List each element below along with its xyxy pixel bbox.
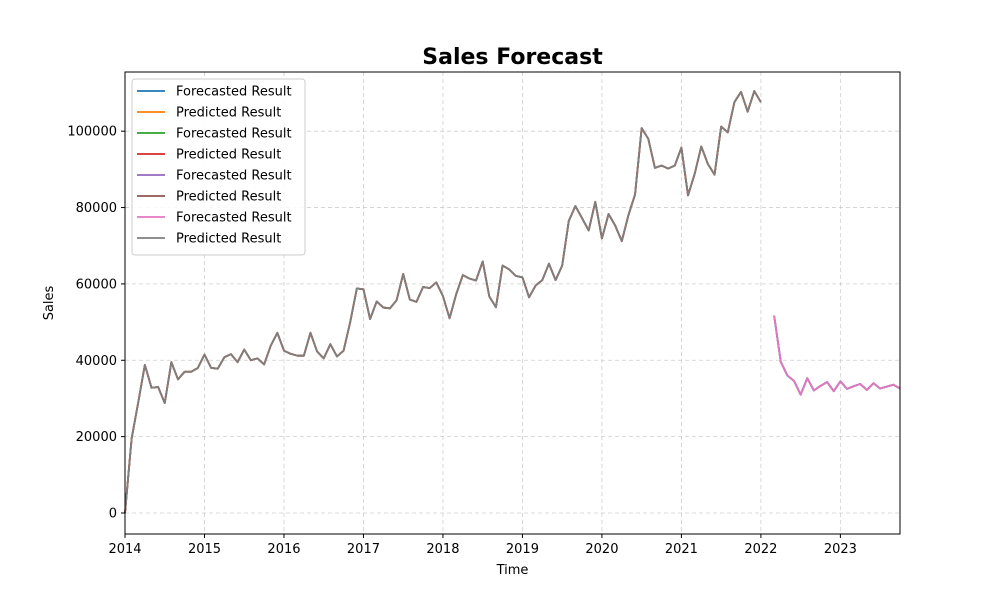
series-line-7 — [773, 315, 901, 396]
legend-label: Forecasted Result — [176, 85, 292, 100]
x-tick-label: 2018 — [426, 542, 459, 557]
y-tick-label: 20000 — [76, 430, 117, 445]
x-tick-label: 2016 — [267, 542, 300, 557]
y-tick-label: 60000 — [76, 277, 117, 292]
y-tick-label: 100000 — [67, 125, 117, 140]
series-line-3 — [773, 315, 901, 396]
x-tick-label: 2017 — [347, 542, 380, 557]
legend-label: Forecasted Result — [176, 127, 292, 142]
series-lines — [124, 90, 901, 514]
legend: Forecasted Result Predicted Result Forecas… — [131, 78, 306, 256]
grid-lines — [124, 72, 900, 534]
axes: 2014 2015 2016 2017 2018 2019 2020 2021 2022 2023… — [67, 125, 857, 557]
series-line-5 — [773, 315, 901, 396]
legend-box — [131, 78, 306, 256]
legend-label: Forecasted Result — [176, 169, 292, 184]
y-tick-label: 40000 — [76, 354, 117, 369]
legend-label: Predicted Result — [176, 232, 281, 247]
y-axis-title: Sales — [42, 285, 57, 320]
x-tick-label: 2023 — [824, 542, 857, 557]
x-tick-label: 2020 — [585, 542, 618, 557]
x-axis-title: Time — [496, 563, 529, 578]
plot-area-frame — [124, 71, 901, 535]
x-tick-label: 2014 — [108, 542, 141, 557]
x-tick-label: 2021 — [665, 542, 698, 557]
chart-title: Sales Forecast — [422, 45, 603, 70]
legend-label: Predicted Result — [176, 106, 281, 121]
x-tick-label: 2019 — [506, 542, 539, 557]
x-tick-label: 2022 — [744, 542, 777, 557]
legend-label: Forecasted Result — [176, 211, 292, 226]
series-line-1 — [773, 315, 901, 396]
legend-label: Predicted Result — [176, 190, 281, 205]
y-tick-label: 80000 — [76, 201, 117, 216]
x-tick-label: 2015 — [188, 542, 221, 557]
y-tick-label: 0 — [109, 507, 117, 522]
legend-label: Predicted Result — [176, 148, 281, 163]
series-line-8 — [124, 90, 762, 514]
